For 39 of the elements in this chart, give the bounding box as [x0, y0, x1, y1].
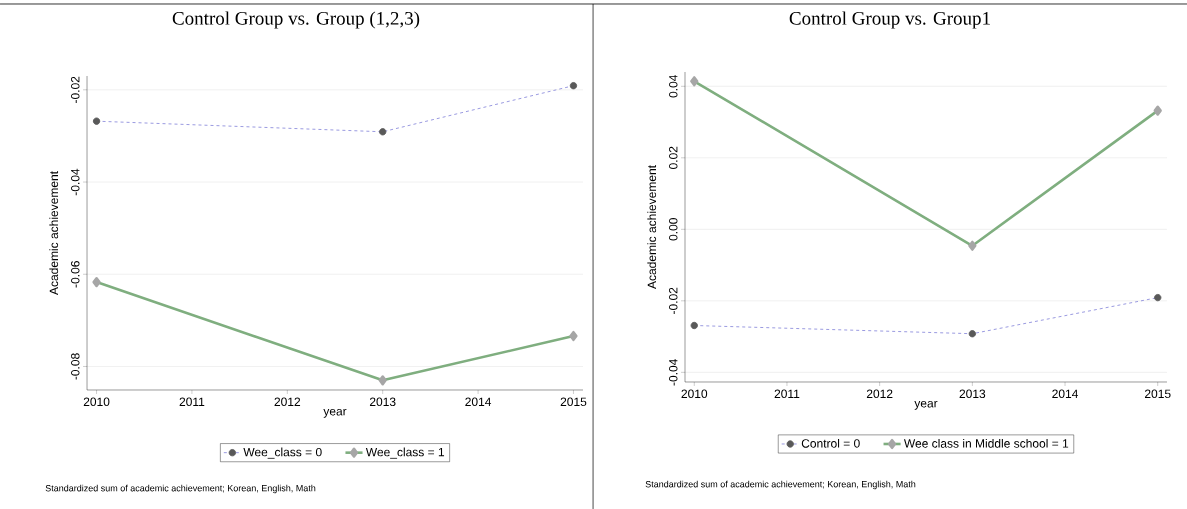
- y-tick-label: 0.04: [669, 74, 678, 98]
- x-tick-label: 2012: [274, 397, 301, 407]
- y-tick-label: -0.04: [669, 359, 678, 386]
- y-tick-label: -0.06: [71, 261, 80, 288]
- point: [1153, 105, 1162, 116]
- legend-label: Wee_class = 0: [243, 447, 322, 459]
- x-tick-label: 2011: [774, 389, 800, 399]
- text: Standardized sum of academic achievement; Korean, English, Math: [45, 484, 316, 494]
- y-tick-label: -0.02: [71, 76, 80, 103]
- legend-label: Wee_class = 1: [365, 447, 445, 459]
- point: [378, 375, 387, 386]
- x-tick-label: 2013: [369, 397, 396, 407]
- point: [92, 277, 101, 288]
- legend-label: Control = 0: [801, 438, 860, 448]
- point: [569, 330, 578, 342]
- x-tick-label: 2010: [681, 389, 708, 399]
- y-axis-title: Academic achievement: [49, 171, 59, 295]
- point: [968, 240, 977, 251]
- point: [690, 76, 699, 87]
- y-tick-label: 0.00: [669, 218, 678, 241]
- x-tick-label: 2012: [866, 389, 893, 399]
- y-tick-label: -0.08: [71, 353, 80, 380]
- x-tick-label: 2014: [1052, 389, 1079, 399]
- text: Standardized sum of academic achievement; Korean, English, Math: [645, 480, 916, 490]
- x-axis-title: year: [323, 408, 347, 418]
- x-tick-label: 2015: [1144, 389, 1171, 399]
- x-tick-label: 2014: [465, 397, 492, 407]
- x-tick-label: 2011: [179, 397, 205, 407]
- x-tick-label: 2010: [83, 397, 110, 407]
- chart-title: Control Group vs. Group1: [789, 11, 990, 29]
- y-axis-title: Academic achievement: [647, 165, 657, 289]
- y-tick-label: -0.04: [71, 168, 80, 196]
- x-tick-label: 2013: [959, 389, 986, 399]
- x-tick-label: 2015: [560, 397, 587, 407]
- y-tick-label: -0.02: [669, 287, 678, 314]
- y-tick-label: 0.02: [669, 146, 678, 170]
- legend-label: Wee class in Middle school = 1: [903, 438, 1069, 448]
- chart-title: Control Group vs. Group (1,2,3): [172, 11, 420, 29]
- x-axis-title: year: [914, 400, 938, 410]
